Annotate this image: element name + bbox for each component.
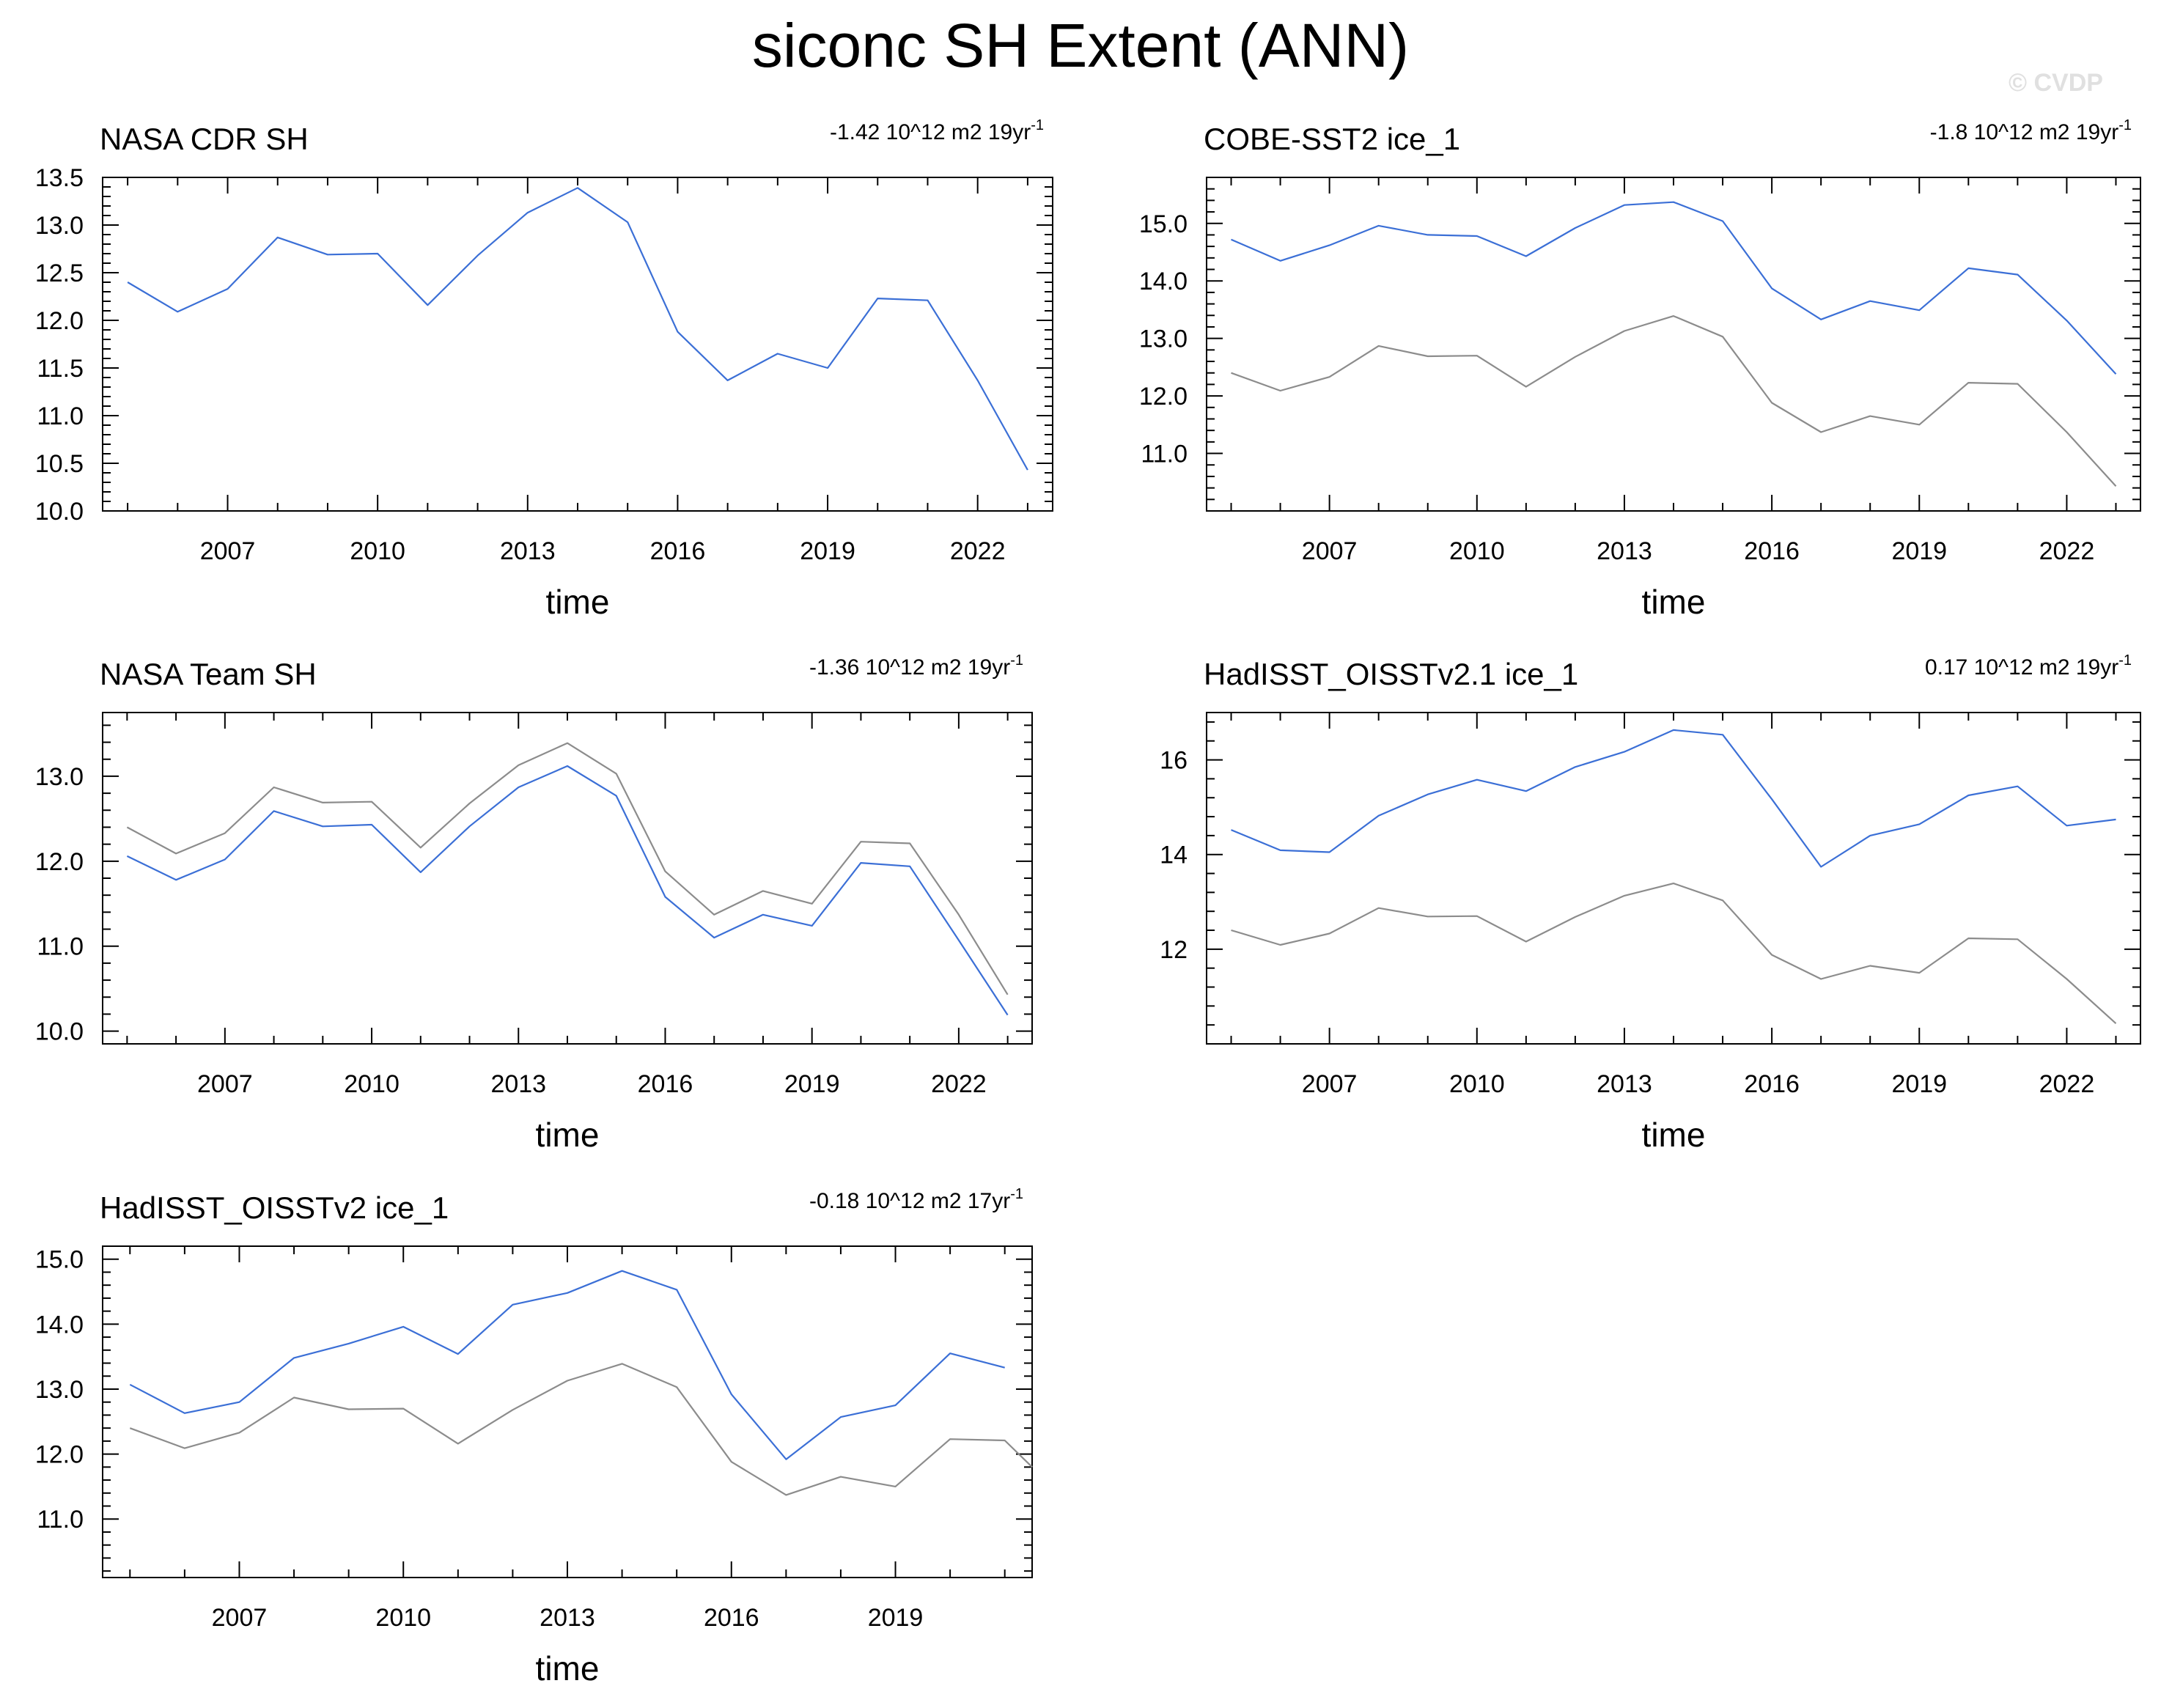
plot-frame	[1206, 712, 2141, 1045]
watermark: © CVDP	[2009, 69, 2103, 97]
model-series-line	[127, 187, 1028, 471]
y-tick-label: 15.0	[35, 1246, 84, 1274]
y-tick-label: 13.0	[35, 763, 84, 791]
chart-panel-5: 2007 2010 2013 2016 2019 11.0 12.0 13.0 14.0 15.0…	[35, 1186, 1033, 1687]
trend-annotation: -1.36 10^12 m2 19yr-1	[809, 652, 1023, 680]
y-tick-label: 13.0	[1139, 325, 1188, 353]
x-tick-label: 2010	[344, 1070, 400, 1098]
x-tick-label: 2016	[704, 1604, 759, 1632]
y-tick-label: 12.0	[35, 1441, 84, 1469]
x-tick-label: 2013	[1597, 537, 1652, 565]
y-tick-label: 14.0	[35, 1311, 84, 1339]
panel-title: HadISST_OISSTv2 ice_1	[100, 1190, 449, 1225]
plot-frame	[102, 712, 1033, 1045]
y-tick-label: 11.5	[37, 355, 84, 383]
x-tick-label: 2007	[200, 537, 256, 565]
x-tick-label: 2007	[1302, 1070, 1358, 1098]
x-axis-label: time	[1642, 583, 1706, 621]
x-tick-label: 2007	[197, 1070, 253, 1098]
plot-frame	[102, 177, 1053, 512]
x-tick-label: 2010	[375, 1604, 431, 1632]
x-tick-label: 2007	[212, 1604, 268, 1632]
panel-title: NASA CDR SH	[100, 122, 309, 156]
x-tick-label: 2022	[2039, 537, 2095, 565]
x-tick-label: 2019	[868, 1604, 924, 1632]
y-tick-label: 13.0	[35, 212, 84, 240]
x-tick-label: 2022	[2039, 1070, 2095, 1098]
x-tick-label: 2016	[650, 537, 706, 565]
x-tick-label: 2010	[1449, 1070, 1505, 1098]
y-tick-label: 12.0	[35, 307, 84, 335]
plot-frame	[102, 1245, 1033, 1578]
x-tick-label: 2013	[500, 537, 556, 565]
y-tick-label: 10.5	[35, 450, 84, 478]
reference-series-line	[129, 1363, 1033, 1496]
model-series-line	[126, 765, 1009, 1016]
chart-panel-2: 2007 2010 2013 2016 2019 2022 11.0 12.0 13.0 14.0…	[1139, 117, 2141, 621]
trend-annotation: -1.8 10^12 m2 19yr-1	[1930, 117, 2132, 144]
y-tick-label: 15.0	[1139, 210, 1188, 238]
x-tick-label: 2019	[800, 537, 855, 565]
y-tick-label: 11.0	[1141, 441, 1188, 468]
y-tick-label: 14.0	[1139, 268, 1188, 295]
trend-annotation: 0.17 10^12 m2 19yr-1	[1925, 652, 2132, 680]
y-tick-label: 11.0	[37, 933, 84, 961]
panel-title: HadISST_OISSTv2.1 ice_1	[1204, 657, 1578, 691]
y-tick-label: 10.0	[35, 1018, 84, 1046]
x-axis-label: time	[1642, 1116, 1706, 1154]
y-tick-label: 13.5	[35, 164, 84, 192]
y-tick-label: 14	[1160, 842, 1188, 869]
model-series-line	[1231, 729, 2116, 868]
model-series-line	[1231, 201, 2117, 375]
chart-panel-4: 2007 2010 2013 2016 2019 2022 12 14 16 HadISST_OI…	[1160, 652, 2141, 1154]
y-tick-label: 12	[1160, 936, 1188, 964]
x-axis-label: time	[536, 1649, 600, 1687]
y-tick-label: 12.0	[35, 848, 84, 876]
panel-title: NASA Team SH	[100, 657, 317, 691]
reference-series-line	[126, 742, 1009, 995]
plot-frame	[1206, 177, 2141, 512]
x-tick-label: 2013	[490, 1070, 546, 1098]
x-tick-label: 2019	[784, 1070, 840, 1098]
chart-panel-3: 2007 2010 2013 2016 2019 2022 10.0 11.0 12.0 13.0…	[35, 652, 1033, 1154]
y-tick-label: 11.0	[37, 1506, 84, 1534]
x-tick-label: 2019	[1891, 537, 1947, 565]
x-tick-label: 2016	[1744, 1070, 1800, 1098]
y-tick-label: 11.0	[37, 402, 84, 430]
reference-series-line	[1231, 315, 2117, 487]
y-tick-label: 13.0	[35, 1376, 84, 1404]
x-tick-label: 2010	[350, 537, 405, 565]
trend-annotation: -1.42 10^12 m2 19yr-1	[830, 117, 1044, 144]
x-tick-label: 2022	[950, 537, 1006, 565]
chart-panel-1: 2007 2010 2013 2016 2019 2022 10.0 10.5 11.0 11.5…	[35, 117, 1053, 621]
x-tick-label: 2022	[931, 1070, 987, 1098]
x-axis-label: time	[546, 583, 610, 621]
x-tick-label: 2010	[1449, 537, 1505, 565]
x-tick-label: 2013	[540, 1604, 595, 1632]
panel-title: COBE-SST2 ice_1	[1204, 122, 1460, 156]
model-series-line	[129, 1270, 1005, 1460]
y-tick-label: 10.0	[35, 498, 84, 526]
x-tick-label: 2019	[1891, 1070, 1947, 1098]
x-tick-label: 2013	[1597, 1070, 1652, 1098]
page-title: siconc SH Extent (ANN)	[751, 11, 1410, 80]
y-tick-label: 16	[1160, 747, 1188, 775]
x-tick-label: 2007	[1302, 537, 1358, 565]
x-tick-label: 2016	[1744, 537, 1800, 565]
y-tick-label: 12.0	[1139, 383, 1188, 411]
x-axis-label: time	[536, 1116, 600, 1154]
trend-annotation: -0.18 10^12 m2 17yr-1	[809, 1186, 1023, 1213]
reference-series-line	[1231, 882, 2117, 1025]
y-tick-label: 12.5	[35, 259, 84, 287]
x-tick-label: 2016	[638, 1070, 693, 1098]
